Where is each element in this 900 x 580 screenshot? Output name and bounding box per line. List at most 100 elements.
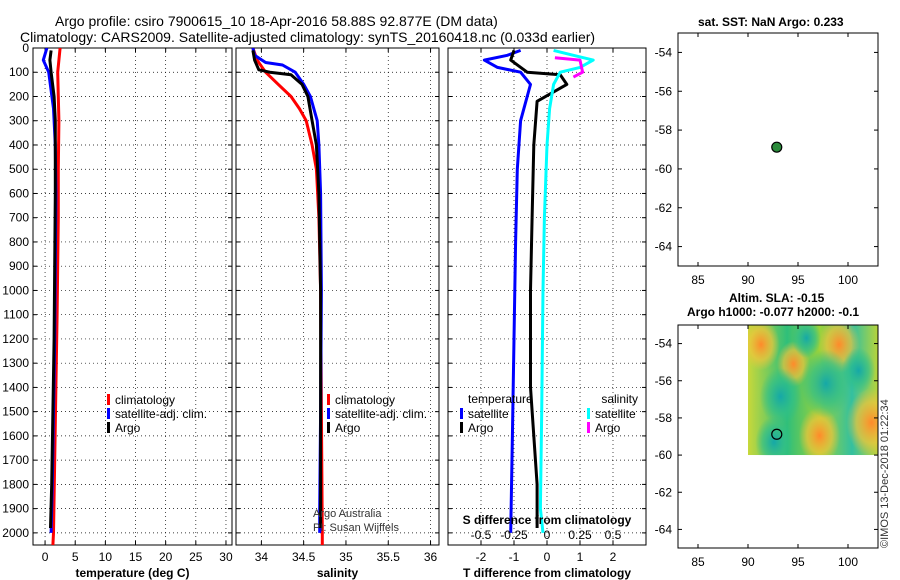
x-tick-label: 15 — [129, 550, 143, 564]
legend-entry: satellite-adj. clim. — [335, 407, 427, 421]
y-tick-label: 200 — [9, 89, 29, 103]
y-tick-label: -54 — [655, 337, 673, 351]
series-line-satellite — [482, 48, 532, 533]
panel-sal-grid — [236, 47, 439, 545]
panel-diff-grid — [448, 47, 646, 545]
title-line-2: Climatology: CARS2009. Satellite-adjuste… — [20, 29, 595, 45]
y-tick-label: -58 — [655, 411, 673, 425]
watermark: ©IMOS 13-Dec-2018 01:22:34 — [879, 399, 891, 548]
y-tick-label: 1200 — [2, 332, 29, 346]
legend-swatch — [107, 394, 110, 405]
legend-entry: Argo — [115, 421, 141, 435]
x-tick-label: 100 — [838, 273, 858, 287]
series-line-argo — [251, 50, 323, 528]
y-tick-label: -64 — [655, 240, 673, 254]
panel-sal-series — [251, 48, 324, 545]
panel-temp-series — [41, 48, 62, 545]
legend-entry: Argo — [595, 421, 621, 435]
x2-tick-label: -0.25 — [500, 528, 528, 542]
sla-blob — [759, 367, 802, 426]
x-tick-label: 90 — [741, 273, 755, 287]
series-line-climatology — [51, 48, 62, 545]
y-tick-label: 0 — [22, 41, 29, 55]
x-axis-label: T difference from climatology — [463, 566, 631, 580]
sla-map-title-2: Argo h1000: -0.077 h2000: -0.1 — [687, 305, 859, 319]
legend-title-salinity: salinity — [601, 392, 638, 406]
y-tick-label: 600 — [9, 186, 29, 200]
x-tick-label: 0 — [544, 550, 551, 564]
sst-map-title: sat. SST: NaN Argo: 0.233 — [698, 15, 844, 29]
sla-map-title-1: Altim. SLA: -0.15 — [729, 291, 825, 305]
legend-entry: satellite — [595, 407, 636, 421]
legend-entry: satellite-adj. clim. — [115, 407, 207, 421]
x-tick-label: 100 — [838, 555, 858, 569]
difference-panel: -2 -1 0 1 2 T difference from climatology S di… — [447, 47, 647, 580]
legend-swatch — [460, 408, 463, 419]
legend-swatch — [327, 422, 330, 433]
x-tick-label: 20 — [159, 550, 173, 564]
panel-diff-series — [482, 48, 595, 534]
map-sst-frame — [677, 32, 879, 267]
legend-swatch — [107, 408, 110, 419]
series-line-argo — [509, 49, 569, 528]
y-tick-label: 900 — [9, 259, 29, 273]
y-tick-label: -62 — [655, 485, 673, 499]
series-line-argo — [554, 56, 585, 79]
legend-swatch — [107, 422, 110, 433]
panel-sal-frame — [235, 47, 440, 546]
difference-legend: temperature salinitysatelliteArgosatellit… — [460, 392, 638, 435]
y-tick-label: 700 — [9, 211, 29, 225]
x-tick-label: 36 — [424, 550, 438, 564]
x-tick-label: 5 — [72, 550, 79, 564]
x-tick-label: 30 — [219, 550, 233, 564]
legend-swatch — [327, 394, 330, 405]
legend-entry: Argo — [468, 421, 494, 435]
x-tick-label: 85 — [691, 555, 705, 569]
legend-title-temperature: temperature — [468, 392, 533, 406]
y-tick-label: -64 — [655, 522, 673, 536]
title-line-1: Argo profile: csiro 7900615_10 18-Apr-20… — [55, 13, 498, 29]
legend-entry: satellite — [468, 407, 509, 421]
x-tick-label: 85 — [691, 273, 705, 287]
sla-map: 85 90 95 100 -54 -56 -58 -60 -62 -64 — [655, 324, 879, 569]
sla-field — [748, 325, 878, 456]
y-tick-label: 1800 — [2, 477, 29, 491]
y-tick-label: 400 — [9, 138, 29, 152]
sla-blob — [801, 349, 851, 418]
legend-entry: Argo — [335, 421, 361, 435]
x-tick-label: 0 — [42, 550, 49, 564]
x-tick-label: 95 — [791, 555, 805, 569]
y-tick-label: 500 — [9, 162, 29, 176]
sla-blob — [841, 347, 876, 394]
x-tick-label: 2 — [610, 550, 617, 564]
legend-entry: climatology — [115, 393, 175, 407]
y-tick-label: -56 — [655, 374, 673, 388]
sst-map: 85 90 95 100 -54 -56 -58 -60 -62 -64 — [655, 32, 879, 287]
x2-tick-label: 0 — [544, 528, 551, 542]
x-tick-label: 34.5 — [292, 550, 316, 564]
panel-temp-frame — [32, 47, 233, 546]
y-tick-label: -58 — [655, 123, 673, 137]
x-tick-label: 95 — [791, 273, 805, 287]
y-tick-label: 1900 — [2, 502, 29, 516]
x-tick-label: 1 — [577, 550, 584, 564]
y-tick-label: -62 — [655, 201, 673, 215]
sla-blob — [791, 325, 822, 359]
x-tick-label: 10 — [99, 550, 113, 564]
legend-entry: climatology — [335, 393, 395, 407]
sla-blob — [798, 406, 841, 456]
y-tick-label: 100 — [9, 65, 29, 79]
legend-swatch — [460, 422, 463, 433]
sla-blob — [748, 325, 780, 371]
salinity-panel: 34 34.5 35 35.5 36 salinity climatologysatelli… — [235, 47, 440, 580]
x-tick-label: -1 — [509, 550, 520, 564]
panel-temp-grid — [33, 47, 232, 545]
temperature-panel: 0100200300400500600700800900100011001200… — [2, 41, 233, 580]
legend-swatch — [587, 422, 590, 433]
x2-tick-label: -0.5 — [471, 528, 492, 542]
y-tick-label: 800 — [9, 235, 29, 249]
y-tick-label: -60 — [655, 448, 673, 462]
